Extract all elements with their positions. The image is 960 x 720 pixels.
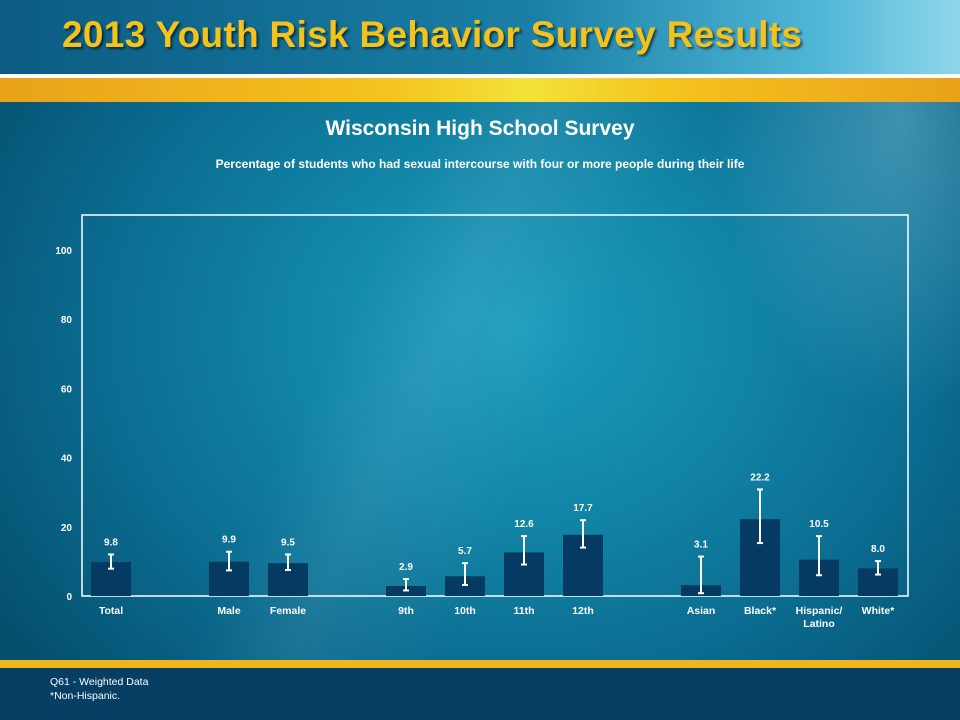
data-label: 2.9 (399, 562, 413, 573)
data-label: 9.5 (281, 537, 295, 548)
banner-title: 2013 Youth Risk Behavior Survey Results (62, 14, 803, 55)
y-tick-label: 0 (66, 592, 72, 603)
footer-gold-rule (0, 660, 960, 668)
x-axis: Total Male Female 9th 10th 11th 12th Asian Black… (99, 605, 895, 630)
chart-subtitle: Percentage of students who had sexual in… (215, 157, 745, 171)
header-gold-rule (0, 78, 960, 102)
x-tick-label: 10th (454, 605, 476, 617)
y-tick-label: 100 (55, 246, 72, 257)
plot-frame (81, 214, 909, 597)
data-label: 3.1 (694, 540, 708, 551)
footer-bar (0, 668, 960, 720)
data-label: 10.5 (809, 519, 829, 530)
x-tick-label: 12th (572, 605, 594, 617)
data-label: 22.2 (750, 472, 770, 483)
x-tick-label: Black* (744, 605, 777, 617)
x-tick-label: Female (270, 605, 306, 617)
y-axis: 0 20 40 60 80 100 (55, 246, 72, 603)
y-tick-label: 60 (61, 384, 73, 395)
data-label: 9.9 (222, 535, 236, 546)
x-tick-label: Total (99, 605, 123, 617)
x-tick-label: White* (862, 605, 896, 617)
y-tick-label: 20 (61, 523, 73, 534)
data-label: 12.6 (514, 519, 534, 530)
footnote-weighted: Q61 - Weighted Data (50, 676, 149, 688)
data-label: 9.8 (104, 537, 118, 548)
bar-chart: 0 20 40 60 80 100 9.8 9.9 9.5 2.9 5.7 12.6 17.7 3.1 2… (55, 214, 909, 630)
header-banner: 2013 Youth Risk Behavior Survey Results (0, 0, 960, 74)
bar (445, 576, 485, 596)
data-label: 8.0 (871, 544, 885, 555)
chart-title: Wisconsin High School Survey (325, 117, 635, 140)
x-tick-label: 11th (513, 605, 534, 617)
x-tick-label: Hispanic/Latino (796, 605, 843, 630)
bars: 9.8 9.9 9.5 2.9 5.7 12.6 17.7 3.1 22.2 10.5 8.0 (91, 472, 898, 596)
x-tick-label: Male (217, 605, 241, 617)
data-label: 5.7 (458, 546, 472, 557)
x-tick-label: Asian (687, 605, 716, 617)
y-tick-label: 40 (61, 454, 73, 465)
header-white-rule (0, 74, 960, 78)
y-tick-label: 80 (61, 315, 73, 326)
x-tick-label: 9th (398, 605, 414, 617)
footnote-non-hispanic: *Non-Hispanic. (50, 690, 121, 702)
data-label: 17.7 (573, 503, 593, 514)
